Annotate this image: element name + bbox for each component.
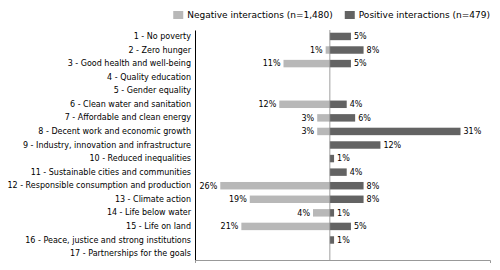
center-line <box>329 30 330 260</box>
bar <box>330 46 364 53</box>
data-label: 1% <box>337 154 350 163</box>
bar <box>284 60 330 67</box>
x-axis-line <box>196 261 491 264</box>
y-tick-label: 17 - Partnerships for the goals <box>70 249 191 258</box>
y-tick-label: 10 - Reduced inequalities <box>89 154 191 163</box>
y-tick: 4 - Quality education <box>107 73 195 82</box>
bar <box>330 141 381 148</box>
legend-label: Negative interactions (n=1,480) <box>187 10 333 20</box>
y-tick: 9 - Industry, innovation and infrastruct… <box>23 141 195 150</box>
bar <box>241 223 330 230</box>
bar <box>330 33 351 40</box>
y-tick: 3 - Good health and well-being <box>68 59 195 68</box>
y-tick: 12 - Responsible consumption and product… <box>7 181 195 190</box>
data-label: 8% <box>367 182 380 191</box>
data-label: 1% <box>337 209 350 218</box>
bar <box>330 155 334 162</box>
data-label: 11% <box>263 59 281 68</box>
data-label: 3% <box>302 127 315 136</box>
bars <box>220 33 460 244</box>
data-label: 31% <box>464 127 482 136</box>
x-axis <box>196 261 491 264</box>
y-tick: 17 - Partnerships for the goals <box>70 249 195 258</box>
y-tick-label: 5 - Gender equality <box>114 86 192 95</box>
data-label: 21% <box>221 222 239 231</box>
bar <box>330 182 364 189</box>
y-tick-label: 2 - Zero hunger <box>128 46 191 55</box>
y-tick: 2 - Zero hunger <box>128 46 195 55</box>
y-tick-label: 11 - Sustainable cities and communities <box>31 168 191 177</box>
y-tick: 16 - Peace, justice and strong instituti… <box>25 236 195 245</box>
bar <box>330 168 347 175</box>
y-tick: 8 - Decent work and economic growth <box>38 127 195 136</box>
bar <box>330 236 334 243</box>
y-tick-label: 12 - Responsible consumption and product… <box>7 181 191 190</box>
y-tick-label: 6 - Clean water and sanitation <box>70 100 191 109</box>
bar <box>330 60 351 67</box>
legend-item: Negative interactions (n=1,480) <box>173 10 333 20</box>
bar <box>330 209 334 216</box>
bar <box>317 114 330 121</box>
y-tick-label: 13 - Climate action <box>115 195 191 204</box>
bar <box>279 101 330 108</box>
legend-label: Positive interactions (n=479) <box>359 10 490 20</box>
bar <box>330 128 461 135</box>
bar <box>326 46 330 53</box>
bar <box>330 114 355 121</box>
bar <box>250 196 330 203</box>
data-label: 1% <box>310 46 323 55</box>
bar <box>313 209 330 216</box>
legend-swatch <box>345 11 355 19</box>
y-tick-label: 16 - Peace, justice and strong instituti… <box>25 236 191 245</box>
bar <box>220 182 330 189</box>
data-label: 26% <box>200 182 218 191</box>
data-label: 12% <box>383 141 401 150</box>
y-tick: 1 - No poverty <box>134 32 195 41</box>
y-tick-label: 3 - Good health and well-being <box>68 59 191 68</box>
y-tick: 7 - Affordable and clean energy <box>65 113 195 122</box>
bar <box>330 223 351 230</box>
y-tick: 13 - Climate action <box>115 195 195 204</box>
data-label: 8% <box>367 195 380 204</box>
data-label: 19% <box>229 195 247 204</box>
y-axis-line <box>195 31 196 261</box>
y-tick-label: 4 - Quality education <box>107 73 191 82</box>
data-label: 3% <box>302 114 315 123</box>
y-tick: 11 - Sustainable cities and communities <box>31 168 195 177</box>
bar <box>330 196 364 203</box>
legend-swatch <box>173 11 183 19</box>
data-labels: 1%11%12%3%3%26%19%4%21%5%8%5%4%6%31%12%1… <box>200 32 482 245</box>
y-tick-label: 1 - No poverty <box>134 32 192 41</box>
y-tick: 10 - Reduced inequalities <box>89 154 195 163</box>
y-tick: 5 - Gender equality <box>114 86 195 95</box>
y-tick-label: 8 - Decent work and economic growth <box>38 127 191 136</box>
chart: 1 - No poverty 2 - Zero hunger 3 - Good he… <box>0 0 500 270</box>
data-label: 4% <box>350 100 363 109</box>
bar <box>330 101 347 108</box>
data-label: 8% <box>367 46 380 55</box>
bar <box>317 128 330 135</box>
data-label: 4% <box>350 168 363 177</box>
y-axis: 1 - No poverty 2 - Zero hunger 3 - Good he… <box>7 31 195 261</box>
data-label: 4% <box>297 209 310 218</box>
data-label: 5% <box>354 222 367 231</box>
y-tick: 14 - Life below water <box>107 208 195 217</box>
y-tick-label: 7 - Affordable and clean energy <box>65 113 192 122</box>
y-tick: 15 - Life on land <box>126 222 195 231</box>
legend-item: Positive interactions (n=479) <box>345 10 490 20</box>
data-label: 5% <box>354 59 367 68</box>
data-label: 12% <box>259 100 277 109</box>
y-tick-label: 14 - Life below water <box>107 208 192 217</box>
y-tick-label: 15 - Life on land <box>126 222 191 231</box>
data-label: 1% <box>337 236 350 245</box>
data-label: 5% <box>354 32 367 41</box>
data-label: 6% <box>358 114 371 123</box>
y-tick: 6 - Clean water and sanitation <box>70 100 195 109</box>
y-tick-label: 9 - Industry, innovation and infrastruct… <box>23 141 191 150</box>
legend: Negative interactions (n=1,480) Positive … <box>173 10 490 20</box>
